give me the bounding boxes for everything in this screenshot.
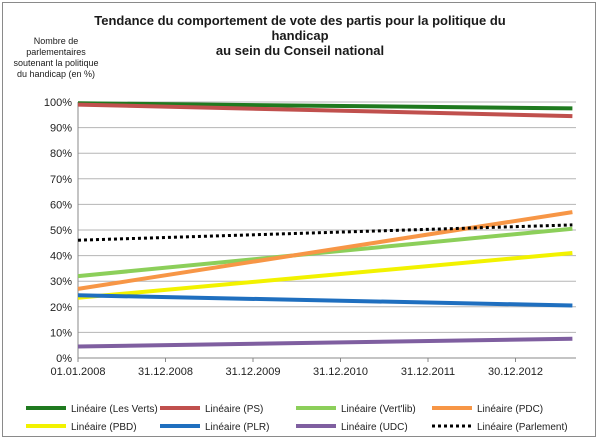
x-tick-label: 31.12.2010 — [313, 366, 368, 378]
y-axis-label-line-3: soutenant la politique — [13, 58, 99, 68]
legend-label-lin-aire-ps: Linéaire (PS) — [205, 404, 263, 415]
chart-title-line-1: Tendance du comportement de vote des par… — [94, 13, 506, 28]
chart-frame — [2, 2, 596, 437]
y-tick-label: 20% — [50, 302, 72, 314]
chart-title-line-3: au sein du Conseil national — [215, 43, 385, 58]
series-line-lin-aire-plr — [77, 293, 573, 308]
y-tick-label: 70% — [50, 174, 72, 186]
x-tick-label: 30.12.2012 — [488, 366, 543, 378]
series-line-lin-aire-udc — [77, 336, 573, 349]
series-line-lin-aire-les-verts — [77, 101, 573, 111]
x-tick-label: 31.12.2011 — [401, 366, 455, 378]
y-tick-label: 40% — [50, 251, 72, 263]
legend-label-lin-aire-plr: Linéaire (PLR) — [205, 422, 269, 433]
y-axis-label-line-1: Nombre de — [33, 36, 79, 46]
y-tick-label: 80% — [50, 148, 72, 160]
legend-label-lin-aire-udc: Linéaire (UDC) — [341, 422, 408, 433]
x-tick-label: 31.12.2008 — [138, 366, 193, 378]
y-axis-label-line-2: parlementaires — [26, 47, 86, 57]
series-line-lin-aire-ps — [77, 102, 573, 119]
y-tick-label: 100% — [44, 97, 72, 109]
y-tick-label: 60% — [50, 199, 72, 211]
y-tick-label: 90% — [50, 123, 72, 135]
x-tick-label: 01.01.2008 — [50, 366, 105, 378]
series-line-lin-aire-pbd — [77, 251, 573, 300]
y-axis-label-line-4: du handicap (en %) — [16, 69, 96, 79]
series-line-lin-aire-parlement — [77, 223, 573, 242]
legend-label-lin-aire-les-verts: Linéaire (Les Verts) — [71, 404, 158, 415]
chart-title-line-2: handicap — [271, 28, 329, 43]
x-tick-label: 31.12.2009 — [225, 366, 280, 378]
legend-label-lin-aire-pdc: Linéaire (PDC) — [477, 404, 543, 415]
y-tick-label: 10% — [50, 327, 72, 339]
legend-label-lin-aire-vert-lib: Linéaire (Vert'lib) — [341, 404, 416, 415]
legend-label-lin-aire-parlement: Linéaire (Parlement) — [477, 422, 568, 433]
y-tick-label: 0% — [56, 353, 72, 365]
legend-label-lin-aire-pbd: Linéaire (PBD) — [71, 422, 137, 433]
series-line-lin-aire-pdc — [77, 210, 573, 291]
y-tick-label: 30% — [50, 276, 72, 288]
y-tick-label: 50% — [50, 225, 72, 237]
